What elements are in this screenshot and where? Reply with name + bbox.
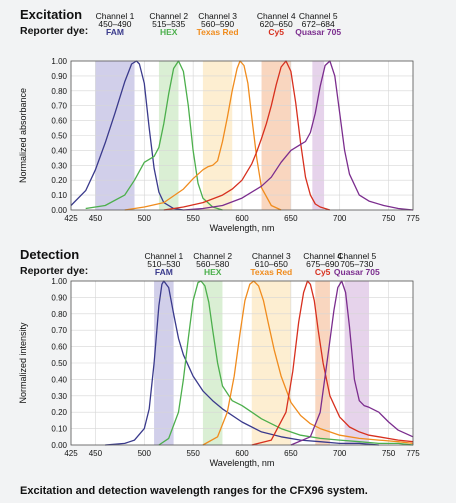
panel2-series-texas-red [202,280,414,446]
panel2-ytick-label: 0.10 [51,425,67,434]
panel2-channel-range-4: 675–690 [306,259,339,269]
panel2-channel-name-2: Channel 2 [193,251,232,261]
panel2-yaxis-label: Normalized intensity [18,322,28,404]
panel1-channel-range-3: 560–590 [201,19,234,29]
panel2-dye-label-texas-red: Texas Red [250,267,292,277]
panel1-channel-name-5: Channel 5 [299,11,338,21]
panel2-ytick-label: 0.70 [51,326,67,335]
panel1-title: Excitation [20,7,82,22]
panel1-xtick-label: 775 [406,214,420,223]
panel2-channel-range-3: 610–650 [255,259,288,269]
panel2-ytick-label: 0.40 [51,375,67,384]
panel1-series-hex [85,60,223,211]
panel1-ytick-label: 1.00 [51,57,67,66]
panel1-ytick-label: 0.70 [51,102,67,111]
panel1-xtick-label: 750 [382,214,396,223]
panel2-xtick-label: 775 [406,449,420,458]
detection-panel: Detection Reporter dye: Channel 1510–530FA… [18,247,420,468]
panel2-xtick-label: 750 [382,449,396,458]
panel2-series-quasar-705 [290,280,414,446]
panel1-channel-range-5: 672–684 [302,19,335,29]
panel1-ytick-label: 0.40 [51,146,67,155]
panel2-channel-range-5: 705–730 [340,259,373,269]
panel2-dye-label-fam: FAM [155,267,173,277]
panel1-ytick-label: 0.30 [51,161,67,170]
panel2-channel-name-4: Channel 4 [303,251,342,261]
panel2-xtick-label: 450 [89,449,103,458]
panel2-ytick-label: 0.60 [51,343,67,352]
panel1-xtick-label: 500 [138,214,152,223]
panel1-xtick-label: 600 [235,214,249,223]
panel1-dye-label-fam: FAM [106,27,124,37]
panel2-series-cy5 [251,280,414,446]
panel2-channel-range-1: 510–530 [147,259,180,269]
panel1-channel-name-2: Channel 2 [149,11,188,21]
figure-caption: Excitation and detection wavelength rang… [20,485,368,497]
panel2-ytick-label: 0.80 [51,310,67,319]
panel1-channel-range-2: 515–535 [152,19,185,29]
panel1-series-cy5 [163,60,331,211]
panel2-series-fam [105,280,379,446]
panel2-dye-label-cy5: Cy5 [315,267,331,277]
panel1-channel-range-1: 450–490 [98,19,131,29]
panel2-ytick-label: 0.20 [51,408,67,417]
panel2-dye-label-quasar-705: Quasar 705 [334,267,380,277]
panel2-ytick-label: 0.90 [51,293,67,302]
panel2-series-hex [158,280,414,446]
panel1-xtick-label: 450 [89,214,103,223]
panel1-series-quasar-705 [183,60,414,211]
panel2-ytick-label: 0.50 [51,359,67,368]
panel1-dye-label-cy5: Cy5 [268,27,284,37]
panel1-ytick-label: 0.20 [51,176,67,185]
panel1-series-fam [70,60,184,211]
panel2-channel-range-2: 560–580 [196,259,229,269]
panel2-xtick-label: 600 [235,449,249,458]
panel1-ytick-label: 0.50 [51,132,67,141]
panel2-channel-name-1: Channel 1 [144,251,183,261]
panel1-dye-label-hex: HEX [160,27,178,37]
panel1-ytick-label: 0.80 [51,87,67,96]
panel1-dye-label-texas-red: Texas Red [197,27,239,37]
panel2-ytick-label: 0.30 [51,392,67,401]
panel1-ytick-label: 0.10 [51,191,67,200]
panel1-channel-name-3: Channel 3 [198,11,237,21]
panel1-xaxis-label: Wavelength, nm [210,223,275,233]
panel2-xtick-label: 550 [186,449,200,458]
panel2-ytick-label: 1.00 [51,277,67,286]
panel1-channel-name-1: Channel 1 [96,11,135,21]
panel2-xtick-label: 700 [333,449,347,458]
panel2-xtick-label: 425 [64,449,78,458]
panel2-channel-name-5: Channel 5 [337,251,376,261]
panel1-series-texas-red [124,60,282,211]
panel2-xtick-label: 500 [138,449,152,458]
panel1-channel-name-4: Channel 4 [257,11,296,21]
panel1-ytick-label: 0.90 [51,72,67,81]
panel2-plot-frame [70,280,414,446]
panel2-dye-label-hex: HEX [204,267,222,277]
panel2-xaxis-label: Wavelength, nm [210,458,275,468]
panel1-channel-range-4: 620–650 [260,19,293,29]
panel1-yaxis-label: Normalized absorbance [18,88,28,183]
panel2-ytick-label: 0.00 [51,441,67,450]
panel1-xtick-label: 650 [284,214,298,223]
panel1-xtick-label: 550 [186,214,200,223]
panel2-reporter-label: Reporter dye: [20,265,88,277]
panel1-ytick-label: 0.60 [51,117,67,126]
panel1-xtick-label: 700 [333,214,347,223]
panel1-plot-frame [70,60,414,211]
panel2-title: Detection [20,247,79,262]
panel1-reporter-label: Reporter dye: [20,25,88,37]
panel2-xtick-label: 650 [284,449,298,458]
panel1-dye-label-quasar-705: Quasar 705 [295,27,341,37]
panel2-channel-name-3: Channel 3 [252,251,291,261]
panel1-ytick-label: 0.00 [51,206,67,215]
excitation-panel: Excitation Reporter dye: Channel 1450–490F… [18,7,420,233]
panel1-xtick-label: 425 [64,214,78,223]
